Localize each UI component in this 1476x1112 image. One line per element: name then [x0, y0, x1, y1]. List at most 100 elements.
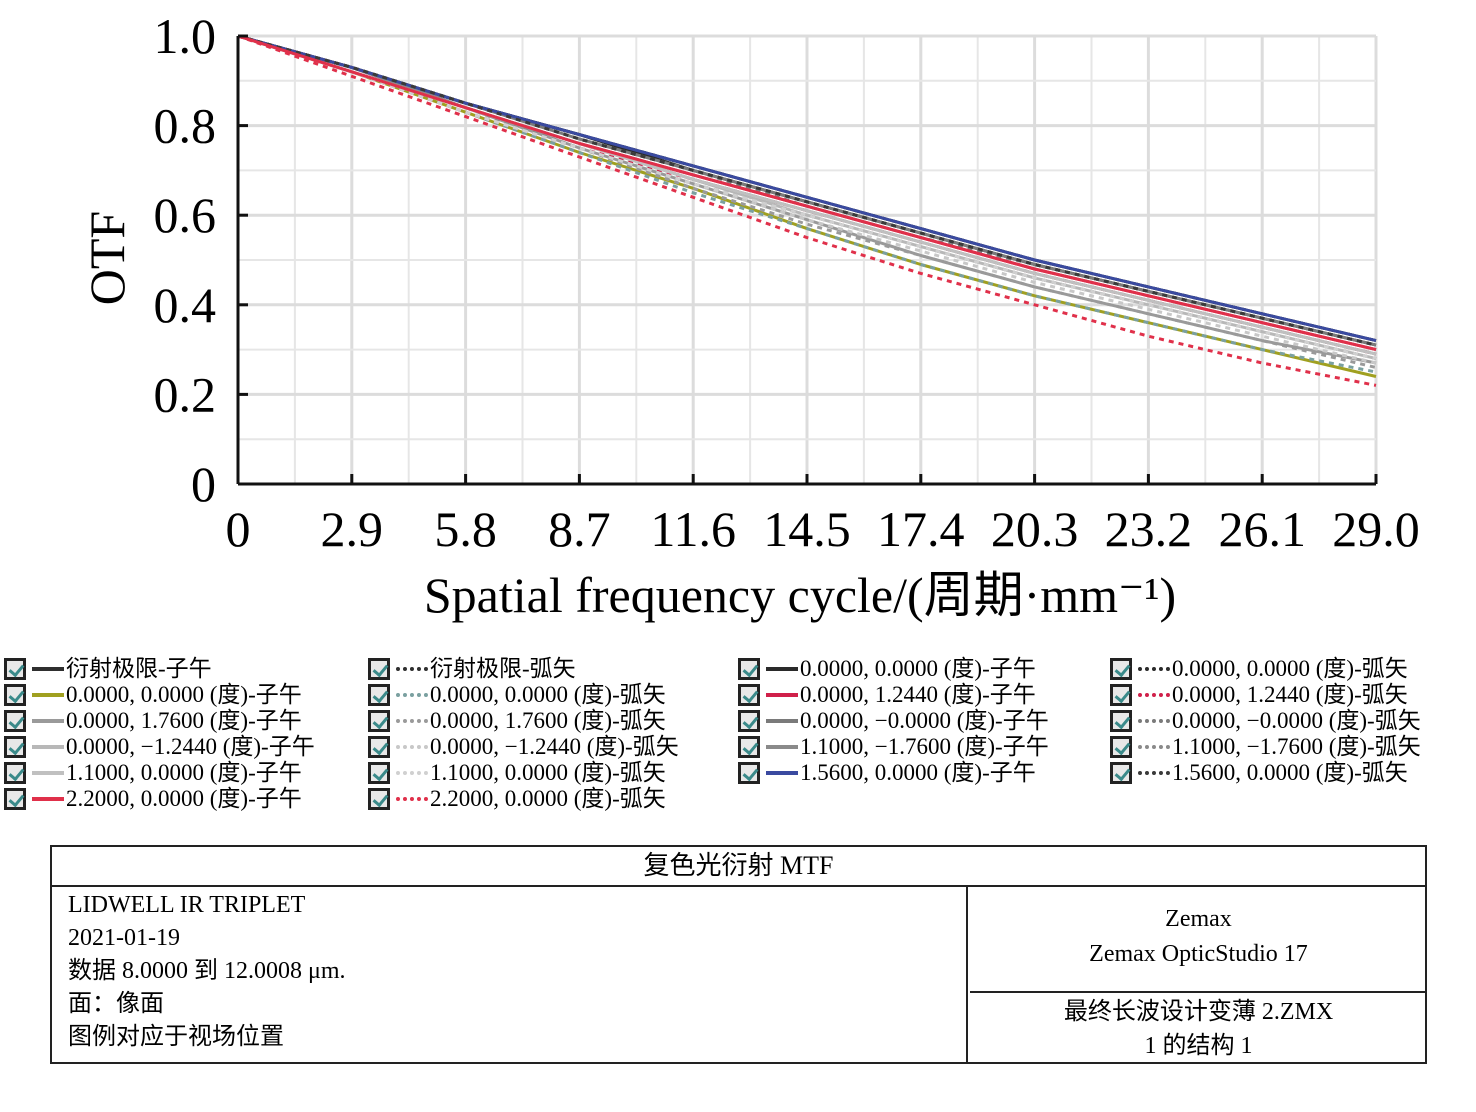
legend-item[interactable]: 0.0000, 0.0000 (度)-弧矢: [1110, 656, 1408, 682]
legend-checkbox[interactable]: [1110, 684, 1132, 706]
y-axis-label: OTF: [79, 211, 135, 305]
legend-label: 1.1000, 0.0000 (度)-弧矢: [430, 760, 666, 785]
x-tick-label: 23.2: [1105, 501, 1193, 557]
legend-swatch: [1138, 771, 1170, 775]
legend-checkbox[interactable]: [368, 736, 390, 758]
chart-legend: 衍射极限-子午 0.0000, 0.0000 (度)-子午 0.0000, 1.76…: [0, 652, 1476, 822]
legend-checkbox[interactable]: [738, 762, 760, 784]
legend-item[interactable]: 0.0000, −1.2440 (度)-弧矢: [368, 734, 679, 760]
legend-swatch: [1138, 719, 1170, 723]
legend-swatch: [396, 693, 428, 697]
legend-checkbox[interactable]: [4, 788, 26, 810]
legend-item[interactable]: 衍射极限-弧矢: [368, 656, 576, 682]
info-table: 复色光衍射 MTF LIDWELL IR TRIPLET 2021-01-19 …: [50, 845, 1427, 1064]
x-tick-label: 20.3: [991, 501, 1079, 557]
legend-item[interactable]: 1.5600, 0.0000 (度)-弧矢: [1110, 760, 1408, 786]
info-product: Zemax OpticStudio 17: [1089, 941, 1308, 967]
x-tick-label: 5.8: [434, 501, 497, 557]
info-details: LIDWELL IR TRIPLET 2021-01-19 数据 8.0000 …: [52, 885, 968, 1064]
legend-item[interactable]: 衍射极限-子午: [4, 656, 212, 682]
legend-item[interactable]: 0.0000, 0.0000 (度)-子午: [4, 682, 302, 708]
tick-labels: 0 2.9 5.8 8.7 11.6 14.5 17.4 20.3 23.2 26.1 29.0 0 0…: [154, 8, 1420, 557]
x-tick-label: 17.4: [877, 501, 965, 557]
legend-checkbox[interactable]: [738, 710, 760, 732]
legend-checkbox[interactable]: [738, 736, 760, 758]
y-tick-label: 0: [191, 456, 216, 512]
legend-checkbox[interactable]: [4, 762, 26, 784]
legend-checkbox[interactable]: [4, 684, 26, 706]
y-tick-label: 0.2: [154, 366, 217, 422]
legend-checkbox[interactable]: [738, 684, 760, 706]
legend-swatch: [396, 719, 428, 723]
legend-item[interactable]: 0.0000, −0.0000 (度)-弧矢: [1110, 708, 1421, 734]
legend-swatch: [766, 693, 798, 697]
legend-item[interactable]: 0.0000, −0.0000 (度)-子午: [738, 708, 1049, 734]
legend-swatch: [1138, 693, 1170, 697]
legend-checkbox[interactable]: [368, 684, 390, 706]
legend-item[interactable]: 2.2000, 0.0000 (度)-弧矢: [368, 786, 666, 812]
legend-label: 0.0000, 0.0000 (度)-子午: [800, 656, 1036, 681]
y-tick-label: 0.6: [154, 187, 217, 243]
legend-swatch: [32, 719, 64, 723]
series-line: [237, 34, 1377, 369]
legend-label: 0.0000, −1.2440 (度)-子午: [66, 734, 315, 759]
series-line: [237, 34, 1377, 343]
legend-label: 0.0000, 0.0000 (度)-子午: [66, 682, 302, 707]
legend-checkbox[interactable]: [1110, 762, 1132, 784]
legend-item[interactable]: 1.1000, 0.0000 (度)-子午: [4, 760, 302, 786]
legend-item[interactable]: 0.0000, 0.0000 (度)-弧矢: [368, 682, 666, 708]
legend-checkbox[interactable]: [1110, 736, 1132, 758]
legend-item[interactable]: 0.0000, −1.2440 (度)-子午: [4, 734, 315, 760]
legend-swatch: [766, 745, 798, 749]
legend-swatch: [396, 771, 428, 775]
x-tick-label: 29.0: [1332, 501, 1420, 557]
legend-label: 2.2000, 0.0000 (度)-弧矢: [430, 786, 666, 811]
legend-item[interactable]: 1.1000, −1.7600 (度)-弧矢: [1110, 734, 1421, 760]
legend-swatch: [32, 797, 64, 801]
legend-label: 1.5600, 0.0000 (度)-弧矢: [1172, 760, 1408, 785]
y-tick-label: 0.8: [154, 98, 217, 154]
legend-checkbox[interactable]: [4, 736, 26, 758]
legend-item[interactable]: 0.0000, 1.2440 (度)-子午: [738, 682, 1036, 708]
legend-checkbox[interactable]: [368, 788, 390, 810]
legend-label: 0.0000, 1.7600 (度)-子午: [66, 708, 302, 733]
info-vendor: Zemax: [1165, 906, 1232, 932]
legend-swatch: [32, 771, 64, 775]
legend-swatch: [32, 745, 64, 749]
legend-item[interactable]: 0.0000, 1.2440 (度)-弧矢: [1110, 682, 1408, 708]
legend-item[interactable]: 1.1000, 0.0000 (度)-弧矢: [368, 760, 666, 786]
legend-swatch: [766, 771, 798, 775]
legend-item[interactable]: 2.2000, 0.0000 (度)-子午: [4, 786, 302, 812]
axes: [236, 34, 1378, 486]
legend-item[interactable]: 0.0000, 1.7600 (度)-弧矢: [368, 708, 666, 734]
info-file: 最终长波设计变薄 2.ZMX 1 的结构 1: [970, 993, 1427, 1064]
series-line: [237, 34, 1377, 374]
legend-checkbox[interactable]: [4, 710, 26, 732]
info-filename: 最终长波设计变薄 2.ZMX: [1063, 999, 1334, 1025]
info-configuration: 1 的结构 1: [1144, 1033, 1253, 1059]
legend-item[interactable]: 0.0000, 0.0000 (度)-子午: [738, 656, 1036, 682]
legend-label: 1.1000, −1.7600 (度)-子午: [800, 734, 1049, 759]
legend-label: 0.0000, 1.7600 (度)-弧矢: [430, 708, 666, 733]
legend-checkbox[interactable]: [368, 762, 390, 784]
legend-item[interactable]: 1.1000, −1.7600 (度)-子午: [738, 734, 1049, 760]
legend-checkbox[interactable]: [368, 658, 390, 680]
y-tick-label: 1.0: [154, 8, 217, 64]
legend-item[interactable]: 1.5600, 0.0000 (度)-子午: [738, 760, 1036, 786]
series-lines: [237, 34, 1377, 387]
info-date: 2021-01-19: [68, 925, 180, 951]
x-axis-label: Spatial frequency cycle/(周期·mm⁻¹): [424, 567, 1176, 623]
legend-checkbox[interactable]: [4, 658, 26, 680]
legend-checkbox[interactable]: [368, 710, 390, 732]
legend-label: 0.0000, 1.2440 (度)-子午: [800, 682, 1036, 707]
legend-checkbox[interactable]: [1110, 710, 1132, 732]
legend-swatch: [1138, 745, 1170, 749]
legend-swatch: [766, 719, 798, 723]
x-tick-label: 14.5: [763, 501, 851, 557]
legend-checkbox[interactable]: [1110, 658, 1132, 680]
mtf-chart: 0 2.9 5.8 8.7 11.6 14.5 17.4 20.3 23.2 26.1 29.0 0 0…: [79, 8, 1420, 623]
legend-checkbox[interactable]: [738, 658, 760, 680]
series-line: [237, 34, 1377, 387]
legend-label: 2.2000, 0.0000 (度)-子午: [66, 786, 302, 811]
legend-item[interactable]: 0.0000, 1.7600 (度)-子午: [4, 708, 302, 734]
